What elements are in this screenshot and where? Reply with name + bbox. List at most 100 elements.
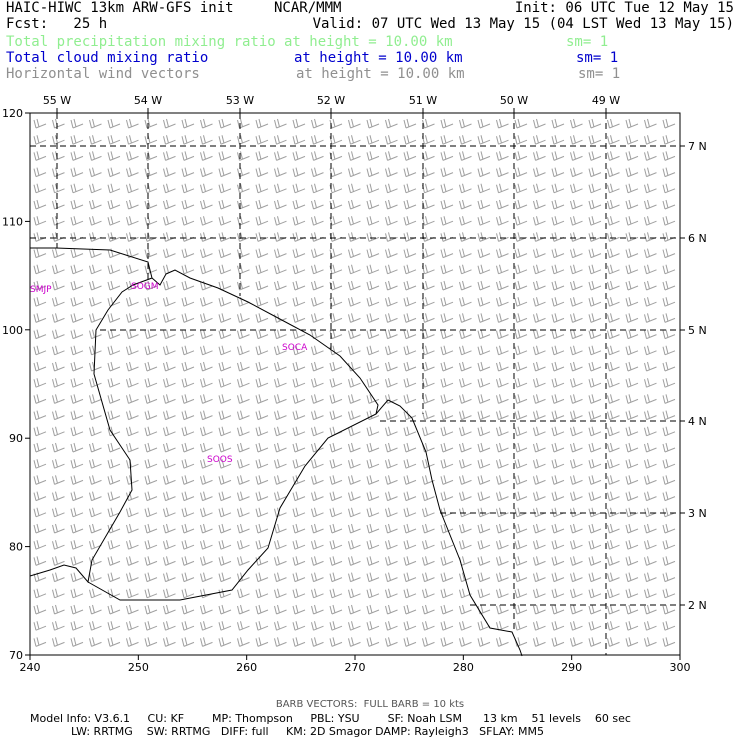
wind-barb <box>533 151 546 161</box>
wind-barb <box>33 248 47 259</box>
field-level: at height = 10.00 km <box>294 50 463 66</box>
wind-barb <box>551 604 565 615</box>
wind-barb <box>348 167 361 178</box>
wind-barb <box>292 588 306 599</box>
wind-barb <box>292 151 306 161</box>
wind-barb <box>70 507 84 518</box>
wind-barb <box>218 637 232 647</box>
wind-barb <box>126 523 139 534</box>
wind-barb <box>459 216 472 226</box>
wind-barb <box>292 410 306 421</box>
wind-barb <box>644 459 657 469</box>
wind-barb <box>163 442 176 453</box>
wind-barb <box>533 297 546 307</box>
wind-barb <box>625 280 639 291</box>
wind-barb <box>107 442 121 453</box>
wind-barb <box>218 556 232 566</box>
wind-barb <box>311 572 324 583</box>
wind-barb <box>89 264 102 275</box>
wind-barb <box>200 459 213 469</box>
wind-barb <box>89 216 102 226</box>
wind-barb <box>477 556 491 566</box>
wind-barb <box>496 410 509 421</box>
wind-barb <box>255 540 269 550</box>
wind-barb <box>366 637 380 647</box>
wind-barb <box>588 604 602 615</box>
wind-barb <box>144 151 158 161</box>
wind-barb <box>422 572 435 583</box>
wind-barb <box>588 394 602 404</box>
wind-barb <box>514 183 528 194</box>
wind-barb <box>551 588 565 599</box>
wind-barb <box>403 378 417 388</box>
wind-barb <box>348 556 361 566</box>
wind-barb <box>218 507 232 518</box>
wind-barb <box>644 329 657 340</box>
wind-barb <box>311 475 324 485</box>
wind-barb <box>607 248 620 259</box>
wind-barb <box>514 361 528 372</box>
wind-barb <box>70 572 84 583</box>
wind-barb <box>496 118 509 129</box>
coastline <box>375 399 523 657</box>
wind-barb <box>274 118 287 129</box>
wind-barb <box>459 297 472 307</box>
wind-barb <box>200 248 213 259</box>
wind-barb <box>496 313 509 323</box>
wind-barb <box>126 621 139 631</box>
wind-barb <box>348 216 361 226</box>
wind-barb <box>237 183 250 194</box>
wind-barb <box>218 280 232 291</box>
wind-barb <box>218 572 232 583</box>
wind-barb <box>625 394 639 404</box>
y-tick-label: 100 <box>2 324 23 337</box>
wind-barb <box>514 540 528 550</box>
wind-barb <box>237 378 250 388</box>
wind-barb <box>496 248 509 259</box>
wind-barb <box>329 313 343 323</box>
wind-barb <box>274 232 287 242</box>
wind-barb <box>218 540 232 550</box>
wind-barb <box>255 459 269 469</box>
wind-barb <box>366 442 380 453</box>
wind-barb <box>440 183 454 194</box>
wind-barb <box>644 199 657 210</box>
wind-barb <box>533 183 546 194</box>
wind-barb <box>218 378 232 388</box>
wind-barb <box>477 410 491 421</box>
wind-barb <box>625 621 639 631</box>
wind-barb <box>533 621 546 631</box>
wind-barb <box>70 361 84 372</box>
wind-barb <box>477 216 491 226</box>
wind-barb <box>570 588 583 599</box>
wind-barb <box>533 540 546 550</box>
wind-barb <box>33 621 47 631</box>
wind-barb <box>477 426 491 437</box>
wind-barb <box>588 459 602 469</box>
wind-barb <box>644 637 657 647</box>
wind-barb <box>496 491 509 502</box>
wind-barb <box>385 313 398 323</box>
wind-barb <box>625 637 639 647</box>
x-tick-label: 250 <box>128 661 149 674</box>
wind-barb <box>607 264 620 275</box>
wind-barb <box>385 280 398 291</box>
wind-barb <box>274 264 287 275</box>
wind-barb <box>477 604 491 615</box>
wind-barb <box>403 507 417 518</box>
wind-barb <box>107 232 121 242</box>
wind-barb <box>329 199 343 210</box>
wind-barb <box>440 459 454 469</box>
wind-barb <box>440 135 454 145</box>
field-row-cloud: Total cloud mixing ratio at height = 10.… <box>6 50 734 68</box>
wind-barb <box>163 329 176 340</box>
wind-barb <box>163 523 176 534</box>
wind-barb <box>329 604 343 615</box>
wind-barb <box>33 264 47 275</box>
wind-barb <box>440 361 454 372</box>
wind-barb <box>551 378 565 388</box>
wind-barb <box>644 410 657 421</box>
wind-barb <box>662 361 676 372</box>
wind-barb <box>218 167 232 178</box>
wind-barb <box>237 491 250 502</box>
